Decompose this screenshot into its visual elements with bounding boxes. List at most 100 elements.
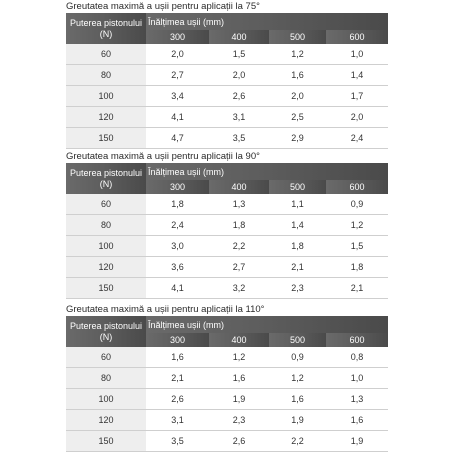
weight-cell: 1,9 — [209, 388, 269, 410]
power-cell: 80 — [66, 64, 146, 86]
power-column-header: Puterea pistonului (N) — [66, 316, 146, 347]
door-weight-table-90: Puterea pistonului (N) Înălțimea ușii (m… — [66, 163, 389, 299]
power-cell: 60 — [66, 194, 146, 215]
table-row: 80 2,4 1,8 1,4 1,2 — [66, 214, 389, 236]
weight-cell: 3,5 — [146, 430, 209, 452]
table-row: 60 2,0 1,5 1,2 1,0 — [66, 44, 389, 65]
weight-cell: 2,6 — [209, 430, 269, 452]
weight-cell: 2,5 — [269, 106, 326, 128]
height-column-header: 500 — [269, 30, 326, 44]
power-cell: 100 — [66, 235, 146, 257]
weight-cell: 1,2 — [209, 347, 269, 368]
weight-cell: 1,3 — [209, 194, 269, 215]
weight-cell: 1,8 — [269, 235, 326, 257]
table-row: 120 3,6 2,7 2,1 1,8 — [66, 256, 389, 278]
power-cell: 120 — [66, 256, 146, 278]
power-cell: 150 — [66, 277, 146, 299]
table-row: 150 3,5 2,6 2,2 1,9 — [66, 430, 389, 452]
weight-cell: 2,3 — [269, 277, 326, 299]
table-row: 150 4,7 3,5 2,9 2,4 — [66, 127, 389, 149]
weight-cell: 2,6 — [146, 388, 209, 410]
weight-cell: 1,5 — [326, 235, 389, 257]
weight-cell: 1,0 — [326, 44, 389, 65]
table-section-75: Greutatea maximă a ușii pentru aplicații… — [66, 0, 389, 149]
weight-cell: 2,2 — [209, 235, 269, 257]
weight-cell: 1,9 — [326, 430, 389, 452]
weight-cell: 4,7 — [146, 127, 209, 149]
weight-cell: 3,5 — [209, 127, 269, 149]
weight-cell: 3,0 — [146, 235, 209, 257]
height-column-header: 600 — [326, 30, 389, 44]
table-row: 150 4,1 3,2 2,3 2,1 — [66, 277, 389, 299]
weight-cell: 1,9 — [269, 409, 326, 431]
weight-cell: 1,7 — [326, 85, 389, 107]
weight-cell: 0,9 — [326, 194, 389, 215]
weight-cell: 3,1 — [146, 409, 209, 431]
weight-cell: 1,6 — [326, 409, 389, 431]
weight-cell: 3,4 — [146, 85, 209, 107]
power-cell: 100 — [66, 388, 146, 410]
table-row: 120 4,1 3,1 2,5 2,0 — [66, 106, 389, 128]
weight-cell: 1,2 — [326, 214, 389, 236]
power-cell: 60 — [66, 44, 146, 65]
weight-cell: 2,0 — [326, 106, 389, 128]
section-title: Greutatea maximă a ușii pentru aplicații… — [66, 151, 260, 162]
weight-cell: 0,9 — [269, 347, 326, 368]
weight-cell: 0,8 — [326, 347, 389, 368]
table-row: 100 2,6 1,9 1,6 1,3 — [66, 388, 389, 410]
weight-cell: 1,5 — [209, 44, 269, 65]
weight-cell: 2,1 — [269, 256, 326, 278]
height-group-header: Înălțimea ușii (mm) — [146, 316, 389, 333]
section-title: Greutatea maximă a ușii pentru aplicații… — [66, 1, 260, 12]
weight-cell: 4,1 — [146, 277, 209, 299]
power-cell: 120 — [66, 409, 146, 431]
weight-cell: 2,0 — [269, 85, 326, 107]
height-group-header: Înălțimea ușii (mm) — [146, 163, 389, 180]
height-group-header: Înălțimea ușii (mm) — [146, 13, 389, 30]
weight-cell: 2,4 — [326, 127, 389, 149]
weight-cell: 2,4 — [146, 214, 209, 236]
weight-cell: 1,8 — [146, 194, 209, 215]
weight-cell: 1,8 — [326, 256, 389, 278]
table-row: 80 2,7 2,0 1,6 1,4 — [66, 64, 389, 86]
weight-cell: 1,6 — [209, 367, 269, 389]
power-column-header: Puterea pistonului (N) — [66, 163, 146, 194]
weight-cell: 1,4 — [269, 214, 326, 236]
weight-cell: 2,7 — [209, 256, 269, 278]
door-weight-table-110: Puterea pistonului (N) Înălțimea ușii (m… — [66, 316, 389, 452]
weight-cell: 1,4 — [326, 64, 389, 86]
height-column-header: 600 — [326, 333, 389, 347]
height-column-header: 500 — [269, 180, 326, 194]
weight-cell: 2,1 — [326, 277, 389, 299]
height-column-header: 400 — [209, 30, 269, 44]
power-cell: 150 — [66, 430, 146, 452]
table-section-110: Greutatea maximă a ușii pentru aplicații… — [66, 303, 389, 452]
weight-cell: 2,9 — [269, 127, 326, 149]
table-row: 60 1,6 1,2 0,9 0,8 — [66, 347, 389, 368]
weight-cell: 2,2 — [269, 430, 326, 452]
weight-cell: 1,6 — [146, 347, 209, 368]
weight-cell: 1,6 — [269, 64, 326, 86]
weight-cell: 2,0 — [146, 44, 209, 65]
height-column-header: 300 — [146, 180, 209, 194]
weight-cell: 2,7 — [146, 64, 209, 86]
weight-cell: 2,6 — [209, 85, 269, 107]
door-weight-table-75: Puterea pistonului (N) Înălțimea ușii (m… — [66, 13, 389, 149]
power-cell: 80 — [66, 214, 146, 236]
weight-cell: 1,8 — [209, 214, 269, 236]
height-column-header: 400 — [209, 333, 269, 347]
table-row: 100 3,4 2,6 2,0 1,7 — [66, 85, 389, 107]
table-row: 80 2,1 1,6 1,2 1,0 — [66, 367, 389, 389]
weight-cell: 1,3 — [326, 388, 389, 410]
power-column-header: Puterea pistonului (N) — [66, 13, 146, 44]
weight-cell: 2,3 — [209, 409, 269, 431]
weight-cell: 2,1 — [146, 367, 209, 389]
weight-cell: 3,6 — [146, 256, 209, 278]
weight-cell: 1,6 — [269, 388, 326, 410]
table-row: 100 3,0 2,2 1,8 1,5 — [66, 235, 389, 257]
height-column-header: 600 — [326, 180, 389, 194]
weight-cell: 4,1 — [146, 106, 209, 128]
weight-cell: 1,2 — [269, 44, 326, 65]
weight-cell: 1,2 — [269, 367, 326, 389]
weight-cell: 3,2 — [209, 277, 269, 299]
